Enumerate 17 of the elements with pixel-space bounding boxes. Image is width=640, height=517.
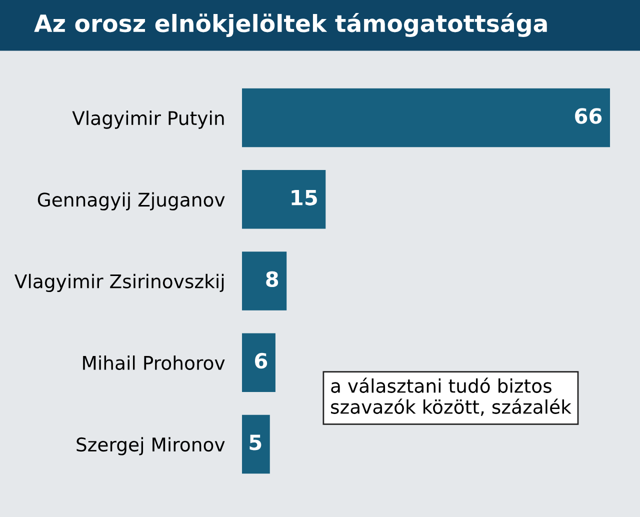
bar <box>242 333 276 392</box>
data-label: 8 <box>266 271 278 288</box>
y-tick-label: Gennagyij Zjuganov <box>38 192 225 210</box>
data-label: 6 <box>255 352 268 369</box>
bar <box>242 88 610 148</box>
y-tick-label: Vlagyimir Zsirinovszkij <box>14 274 224 292</box>
data-label: 66 <box>575 108 602 124</box>
bar <box>242 414 270 474</box>
chart-title: Az orosz elnökjelöltek támogatottsága <box>34 13 547 37</box>
bar <box>242 170 326 229</box>
y-tick-label: Vlagyimir Putyin <box>72 110 224 129</box>
y-tick-label: Szergej Mironov <box>76 437 225 456</box>
data-label: 5 <box>250 434 262 450</box>
annotation: a választani tudó biztos szavazók között, százalék <box>331 378 572 416</box>
data-label: 15 <box>292 190 317 206</box>
bar <box>242 252 287 310</box>
y-tick-label: Mihail Prohorov <box>83 355 225 370</box>
